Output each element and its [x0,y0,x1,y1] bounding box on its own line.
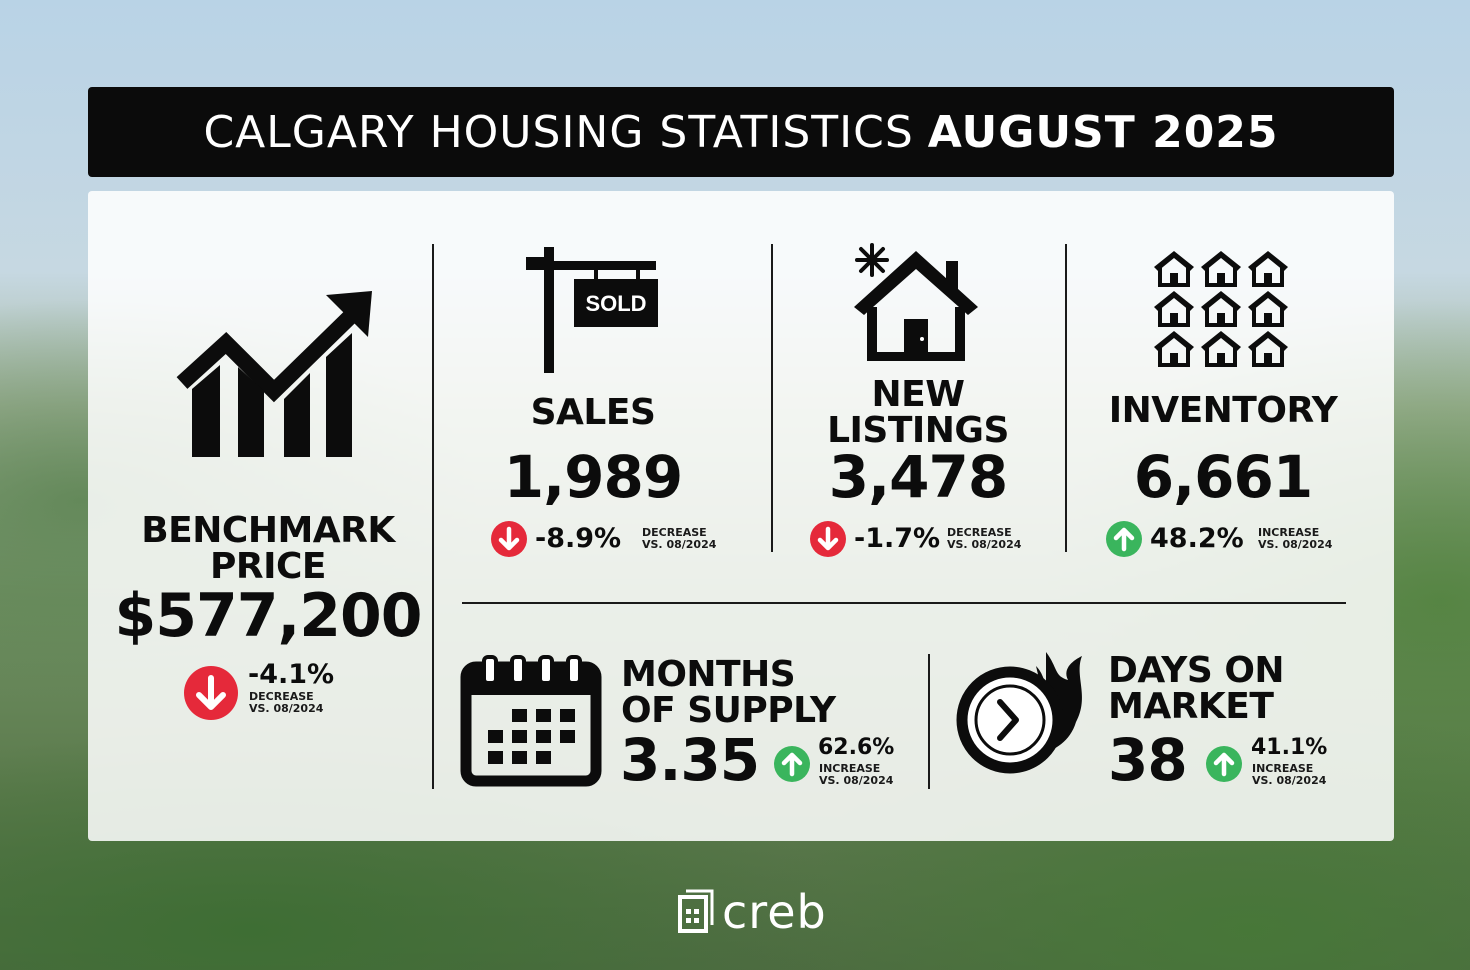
arrow-down-icon [184,666,238,720]
divider-horizontal [462,602,1346,604]
days-on-market-note: INCREASE VS. 08/2024 [1252,762,1327,787]
months-supply-change: 62.6% [818,735,895,760]
svg-text:SOLD: SOLD [585,291,646,316]
creb-logo: creb [676,885,827,939]
sales-note: DECREASE VS. 08/2024 [642,526,717,551]
arrow-up-icon [1106,521,1142,557]
sales-value: 1,989 [503,443,683,511]
arrow-down-icon [810,521,846,557]
arrow-down-icon [491,521,527,557]
inventory-label: INVENTORY [1108,390,1338,431]
sold-sign-icon: SOLD [526,247,658,373]
inventory-value: 6,661 [1133,443,1313,511]
sales-change: -8.9% [535,523,622,554]
new-listings-value: 3,478 [828,443,1008,511]
months-supply-note: INCREASE VS. 08/2024 [819,762,894,787]
benchmark-note: DECREASE VS. 08/2024 [249,690,324,715]
brand-name: creb [722,885,827,939]
title-regular: CALGARY HOUSING STATISTICS [203,106,914,158]
divider-vertical-2 [771,244,773,552]
title-bar: CALGARY HOUSING STATISTICS AUGUST 2025 [88,87,1394,177]
calendar-icon [460,655,602,787]
benchmark-label: BENCHMARK PRICE [141,510,395,587]
houses-grid-icon [1154,249,1290,367]
inventory-note: INCREASE VS. 08/2024 [1258,526,1333,551]
stats-panel: BENCHMARK PRICE $577,200 -4.1% DECREASE … [88,191,1394,841]
benchmark-change: -4.1% [248,659,335,690]
inventory-change: 48.2% [1150,523,1244,554]
title-bold: AUGUST 2025 [927,106,1279,158]
days-on-market-label: DAYS ON MARKET [1108,650,1285,727]
days-on-market-value: 38 [1108,726,1188,794]
new-listings-change: -1.7% [854,523,941,554]
months-supply-label: MONTHS OF SUPPLY [621,654,836,731]
arrow-up-icon [1206,746,1242,782]
clock-fire-icon [956,652,1082,774]
divider-vertical-4 [928,654,930,789]
creb-logo-icon [678,889,714,933]
divider-vertical-1 [432,244,434,789]
new-listings-note: DECREASE VS. 08/2024 [947,526,1022,551]
house-sparkle-icon [854,243,978,361]
months-supply-value: 3.35 [620,726,760,794]
divider-vertical-3 [1065,244,1067,552]
arrow-up-icon [774,746,810,782]
new-listings-label: NEW LISTINGS [827,374,1009,451]
sales-label: SALES [530,392,656,433]
benchmark-value: $577,200 [114,581,422,651]
days-on-market-change: 41.1% [1251,735,1328,760]
trend-chart-icon [176,291,372,457]
